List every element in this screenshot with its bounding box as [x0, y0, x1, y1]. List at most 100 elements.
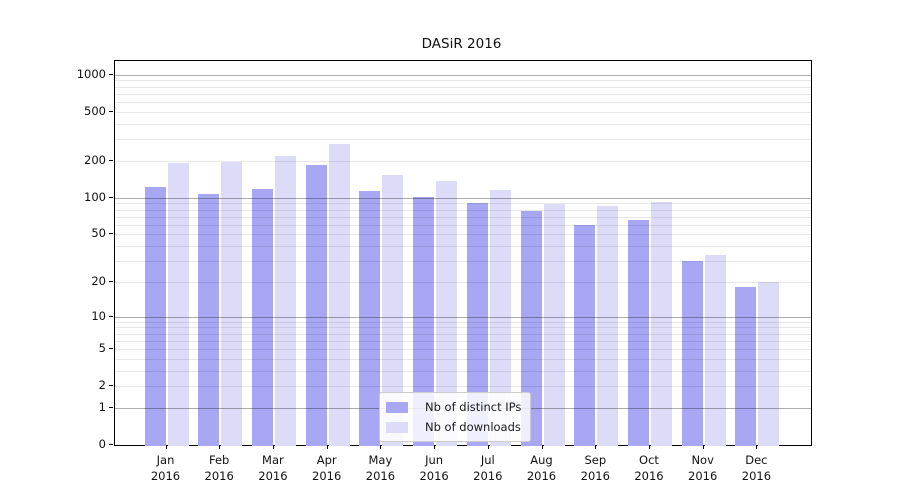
y-tick-label: 200	[84, 152, 106, 167]
bar-downloads	[167, 163, 189, 446]
legend-swatch-downloads-icon	[386, 421, 408, 433]
y-tick-label: 0	[98, 437, 106, 451]
bar-downloads	[221, 161, 243, 446]
x-tick-label: Jan 2016	[150, 453, 181, 483]
bar-downloads	[489, 190, 511, 446]
bar-downloads	[651, 202, 672, 446]
x-tick	[219, 445, 221, 449]
bar-distinct-ips	[574, 224, 596, 446]
minor-gridline	[114, 111, 811, 113]
bar-downloads	[382, 175, 404, 446]
major-gridline	[114, 197, 811, 199]
legend-item-distinct-ips: Nb of distinct IPs	[386, 397, 521, 417]
bar-distinct-ips	[198, 194, 220, 446]
legend-swatch-distinct-ips-icon	[386, 401, 408, 413]
x-tick	[326, 445, 328, 449]
x-tick	[541, 445, 543, 449]
x-tick-label: Mar 2016	[258, 453, 288, 483]
y-tick	[109, 315, 113, 317]
y-tick	[109, 280, 113, 282]
bar-distinct-ips	[520, 210, 542, 446]
y-tick-label: 2	[98, 378, 106, 393]
bar-downloads	[436, 180, 458, 446]
minor-gridline	[114, 160, 811, 162]
bar-downloads	[543, 203, 565, 446]
x-tick	[434, 445, 436, 449]
bar-downloads	[328, 143, 350, 446]
minor-gridline	[114, 93, 811, 95]
bar-distinct-ips	[628, 219, 649, 446]
x-tick-label: Sep 2016	[580, 453, 610, 483]
minor-gridline	[114, 261, 811, 262]
y-tick	[109, 73, 113, 75]
x-tick	[272, 445, 274, 449]
x-tick-label: Apr 2016	[312, 453, 342, 483]
x-tick-label: Dec 2016	[741, 453, 772, 483]
minor-gridline	[114, 234, 811, 236]
minor-gridline	[114, 321, 811, 323]
y-tick	[109, 444, 113, 445]
minor-gridline	[114, 123, 811, 125]
minor-gridline	[114, 327, 811, 329]
y-tick-label: 1000	[76, 66, 106, 81]
y-tick-label: 100	[84, 189, 106, 204]
minor-gridline	[114, 86, 811, 88]
minor-gridline	[114, 102, 811, 104]
x-tick-label: May 2016	[365, 453, 396, 483]
y-tick	[109, 196, 113, 198]
legend-label-downloads: Nb of downloads	[425, 420, 521, 434]
y-tick-label: 5	[98, 341, 106, 355]
y-tick-label: 10	[91, 308, 106, 323]
y-tick	[109, 385, 113, 387]
minor-gridline	[114, 139, 811, 141]
legend-label-distinct-ips: Nb of distinct IPs	[425, 400, 522, 414]
major-gridline	[114, 74, 811, 76]
bar-distinct-ips	[681, 261, 703, 446]
bar-downloads	[597, 206, 619, 446]
bar-distinct-ips	[305, 164, 327, 446]
bar-distinct-ips	[144, 187, 166, 446]
minor-gridline	[114, 349, 811, 350]
legend: Nb of distinct IPs Nb of downloads	[379, 392, 532, 442]
x-tick-label: Jul 2016	[473, 453, 503, 483]
minor-gridline	[114, 370, 811, 372]
x-tick	[165, 445, 167, 449]
minor-gridline	[114, 358, 811, 360]
minor-gridline	[114, 246, 811, 247]
minor-gridline	[114, 340, 811, 342]
y-tick	[109, 233, 113, 235]
minor-gridline	[114, 386, 811, 388]
x-tick	[380, 445, 382, 449]
x-tick-label: Feb 2016	[204, 453, 234, 483]
bar-downloads	[758, 281, 780, 446]
y-tick	[109, 159, 113, 161]
x-tick	[487, 445, 489, 449]
y-tick	[109, 110, 113, 112]
bar-distinct-ips	[359, 191, 381, 446]
minor-gridline	[114, 224, 811, 226]
minor-gridline	[114, 209, 811, 211]
y-tick	[109, 406, 113, 408]
chart-title: DASiR 2016	[421, 36, 502, 52]
y-tick-label: 1	[98, 399, 106, 414]
minor-gridline	[114, 281, 811, 283]
minor-gridline	[114, 80, 811, 82]
x-tick	[595, 445, 597, 449]
x-tick-label: Jun 2016	[419, 453, 449, 483]
bar-distinct-ips	[735, 287, 757, 446]
legend-item-downloads: Nb of downloads	[386, 417, 521, 437]
bar-distinct-ips	[413, 196, 435, 446]
minor-gridline	[114, 203, 811, 205]
plot-area	[113, 60, 812, 446]
y-tick	[109, 348, 113, 349]
major-gridline	[114, 316, 811, 318]
minor-gridline	[114, 333, 811, 335]
x-tick-label: Nov 2016	[688, 453, 718, 483]
x-tick	[702, 445, 704, 449]
bar-distinct-ips	[466, 203, 488, 446]
y-tick-label: 50	[91, 226, 106, 241]
bar-distinct-ips	[251, 188, 273, 446]
minor-gridline	[114, 216, 811, 218]
bar-downloads	[274, 156, 296, 446]
